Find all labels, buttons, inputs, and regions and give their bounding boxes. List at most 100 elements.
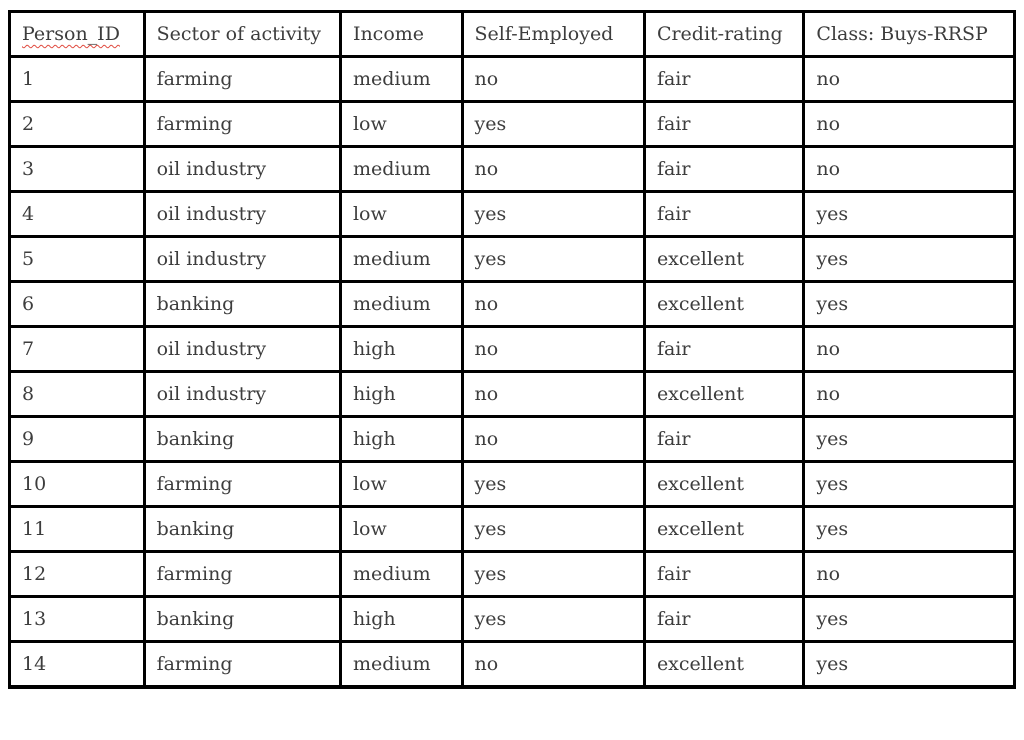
table-cell-income: high [338, 595, 464, 643]
table-cell-credit-rating: fair [642, 100, 806, 148]
table-cell-self-employed: no [460, 370, 646, 418]
table-cell-income: low [338, 460, 464, 508]
table-cell-person-id: 8 [8, 370, 146, 418]
table-body: 1 farming medium no fair no 2 farming low yes fair… [8, 55, 1016, 688]
table-row: 6 banking medium no excellent yes [8, 280, 1016, 328]
table-cell-self-employed: no [460, 280, 646, 328]
table-cell-credit-rating: fair [642, 190, 806, 238]
table-cell-class-buys-rrsp: no [802, 145, 1016, 193]
table-row: 10 farming low yes excellent yes [8, 460, 1016, 508]
table-cell-income: medium [338, 235, 464, 283]
column-header-label: Self-Employed [474, 23, 614, 45]
table-cell-class-buys-rrsp: yes [802, 190, 1016, 238]
table-cell-class-buys-rrsp: yes [802, 640, 1016, 688]
column-header-self-employed: Self-Employed [460, 10, 646, 58]
column-header-credit-rating: Credit-rating [642, 10, 806, 58]
table-row: 4 oil industry low yes fair yes [8, 190, 1016, 238]
table-cell-class-buys-rrsp: yes [802, 460, 1016, 508]
table-cell-person-id: 13 [8, 595, 146, 643]
table-cell-sector: farming [142, 550, 342, 598]
table-cell-person-id: 7 [8, 325, 146, 373]
table-row: 5 oil industry medium yes excellent yes [8, 235, 1016, 283]
table-cell-person-id: 6 [8, 280, 146, 328]
table-cell-income: low [338, 505, 464, 553]
table-cell-person-id: 2 [8, 100, 146, 148]
table-cell-self-employed: yes [460, 595, 646, 643]
table-cell-sector: banking [142, 595, 342, 643]
column-header-label: Class: Buys-RRSP [816, 23, 988, 45]
table-cell-self-employed: no [460, 640, 646, 688]
table-cell-income: high [338, 325, 464, 373]
table-cell-credit-rating: excellent [642, 370, 806, 418]
table-cell-sector: oil industry [142, 145, 342, 193]
table-cell-income: medium [338, 280, 464, 328]
table-row: 8 oil industry high no excellent no [8, 370, 1016, 418]
table-cell-credit-rating: fair [642, 55, 806, 103]
table-row: 1 farming medium no fair no [8, 55, 1016, 103]
table-cell-credit-rating: fair [642, 550, 806, 598]
table-cell-sector: farming [142, 460, 342, 508]
column-header-label: Person_ID [22, 23, 120, 45]
table-cell-self-employed: no [460, 415, 646, 463]
rrsp-data-table: Person_ID Sector of activity Income Self-Em… [8, 10, 1016, 689]
table-row: 11 banking low yes excellent yes [8, 505, 1016, 553]
table-cell-self-employed: yes [460, 460, 646, 508]
table-cell-self-employed: yes [460, 190, 646, 238]
table-cell-income: low [338, 100, 464, 148]
table-cell-credit-rating: excellent [642, 460, 806, 508]
column-header-label: Sector of activity [156, 23, 322, 45]
table-row: 9 banking high no fair yes [8, 415, 1016, 463]
table-cell-self-employed: yes [460, 550, 646, 598]
table-cell-credit-rating: fair [642, 325, 806, 373]
table-cell-person-id: 4 [8, 190, 146, 238]
table-row: 3 oil industry medium no fair no [8, 145, 1016, 193]
column-header-sector: Sector of activity [142, 10, 342, 58]
table-cell-self-employed: no [460, 55, 646, 103]
table-cell-income: medium [338, 145, 464, 193]
table-cell-person-id: 12 [8, 550, 146, 598]
table-cell-credit-rating: excellent [642, 235, 806, 283]
table-cell-class-buys-rrsp: yes [802, 415, 1016, 463]
table-cell-person-id: 5 [8, 235, 146, 283]
table-cell-self-employed: yes [460, 235, 646, 283]
table-cell-class-buys-rrsp: no [802, 550, 1016, 598]
table-cell-income: medium [338, 55, 464, 103]
table-cell-person-id: 11 [8, 505, 146, 553]
header-row: Person_ID Sector of activity Income Self-Em… [8, 10, 1016, 58]
table-cell-self-employed: no [460, 325, 646, 373]
table-cell-class-buys-rrsp: yes [802, 235, 1016, 283]
table-cell-credit-rating: excellent [642, 640, 806, 688]
table-cell-sector: oil industry [142, 370, 342, 418]
table-row: 14 farming medium no excellent yes [8, 640, 1016, 688]
table-cell-class-buys-rrsp: no [802, 55, 1016, 103]
column-header-label: Credit-rating [656, 23, 783, 45]
column-header-class-buys-rrsp: Class: Buys-RRSP [802, 10, 1016, 58]
table-cell-class-buys-rrsp: no [802, 325, 1016, 373]
table-cell-person-id: 9 [8, 415, 146, 463]
table-cell-person-id: 14 [8, 640, 146, 688]
table-cell-income: medium [338, 550, 464, 598]
table-cell-credit-rating: fair [642, 415, 806, 463]
table-cell-self-employed: no [460, 145, 646, 193]
table-row: 2 farming low yes fair no [8, 100, 1016, 148]
table-cell-class-buys-rrsp: yes [802, 595, 1016, 643]
table-cell-sector: farming [142, 100, 342, 148]
table-cell-self-employed: yes [460, 505, 646, 553]
table-cell-person-id: 1 [8, 55, 146, 103]
table-cell-income: low [338, 190, 464, 238]
table-cell-income: high [338, 370, 464, 418]
table-cell-credit-rating: excellent [642, 505, 806, 553]
table-cell-credit-rating: excellent [642, 280, 806, 328]
column-header-person-id: Person_ID [8, 10, 146, 58]
table-cell-sector: farming [142, 55, 342, 103]
column-header-income: Income [338, 10, 464, 58]
table-row: 7 oil industry high no fair no [8, 325, 1016, 373]
table-cell-sector: banking [142, 415, 342, 463]
table-cell-person-id: 10 [8, 460, 146, 508]
table-cell-credit-rating: fair [642, 595, 806, 643]
table-cell-self-employed: yes [460, 100, 646, 148]
table-cell-income: high [338, 415, 464, 463]
table-head: Person_ID Sector of activity Income Self-Em… [8, 10, 1016, 58]
table-cell-person-id: 3 [8, 145, 146, 193]
